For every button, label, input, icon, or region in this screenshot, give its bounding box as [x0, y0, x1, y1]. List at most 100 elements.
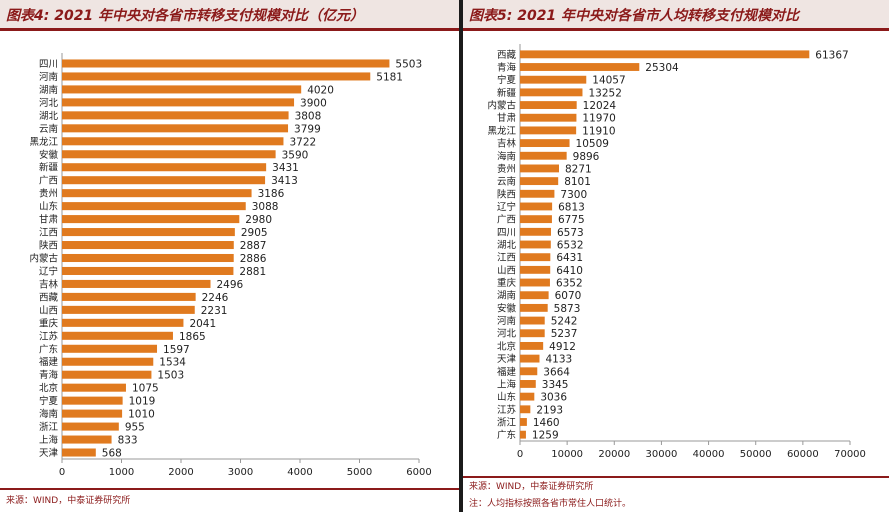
x-tick-label: 40000 — [693, 449, 725, 460]
category-label: 北京 — [497, 340, 516, 352]
data-label: 6352 — [556, 278, 583, 290]
bar — [520, 113, 577, 122]
data-label: 5503 — [395, 58, 422, 70]
data-label: 2905 — [241, 227, 268, 239]
category-label: 宁夏 — [39, 395, 59, 407]
right-chart-title: 图表5: 2021 年中央对各省市人均转移支付规模对比 — [469, 8, 800, 24]
x-tick-label: 30000 — [646, 449, 678, 460]
category-label: 重庆 — [39, 317, 59, 329]
category-label: 山东 — [497, 391, 516, 403]
bar — [520, 50, 810, 59]
data-label: 3799 — [294, 123, 321, 135]
bar — [520, 380, 536, 388]
right-title-bar: 图表5: 2021 年中央对各省市人均转移支付规模对比 — [463, 0, 889, 31]
left-bottom-rule — [0, 488, 459, 490]
bar — [62, 409, 123, 418]
data-label: 1010 — [128, 409, 155, 421]
category-label: 广西 — [39, 175, 58, 187]
data-label: 3808 — [295, 110, 322, 122]
bar — [520, 189, 555, 198]
data-label: 3345 — [542, 379, 569, 391]
bar — [62, 98, 295, 107]
x-tick-label: 6000 — [406, 467, 431, 478]
category-label: 广西 — [497, 214, 516, 226]
bar — [520, 227, 551, 236]
bar — [520, 202, 553, 211]
category-label: 云南 — [39, 123, 58, 135]
category-label: 天津 — [497, 354, 517, 365]
x-tick-label: 70000 — [834, 449, 866, 460]
category-label: 江苏 — [497, 404, 517, 416]
data-label: 5242 — [551, 316, 578, 328]
bar — [62, 111, 289, 120]
bar — [520, 126, 577, 135]
data-label: 3186 — [258, 188, 285, 200]
data-label: 5237 — [551, 328, 578, 340]
data-label: 3664 — [543, 366, 570, 378]
bar — [62, 318, 184, 327]
data-label: 2041 — [189, 318, 216, 330]
data-label: 1259 — [532, 430, 559, 442]
bar — [520, 278, 550, 287]
category-label: 安徽 — [497, 302, 517, 314]
bar — [520, 177, 559, 186]
data-label: 3431 — [272, 162, 299, 174]
left-chart-title: 图表4: 2021 年中央对各省市转移支付规模对比（亿元） — [6, 8, 365, 24]
left-title-bar: 图表4: 2021 年中央对各省市转移支付规模对比（亿元） — [0, 0, 459, 31]
bar — [62, 228, 235, 237]
data-label: 6813 — [558, 201, 585, 213]
data-label: 2193 — [536, 404, 563, 416]
category-label: 河南 — [39, 71, 58, 83]
data-label: 4133 — [545, 354, 572, 366]
bar — [62, 448, 96, 457]
category-label: 山西 — [497, 265, 516, 276]
data-label: 2886 — [240, 253, 267, 265]
category-label: 湖南 — [497, 290, 516, 302]
bar — [520, 101, 577, 109]
category-label: 吉林 — [39, 278, 59, 290]
data-label: 1597 — [163, 344, 190, 356]
data-label: 955 — [125, 422, 145, 434]
category-label: 浙江 — [497, 416, 517, 428]
category-label: 广东 — [497, 429, 516, 441]
data-label: 4912 — [549, 341, 576, 353]
category-label: 甘肃 — [39, 214, 58, 226]
data-label: 6573 — [557, 227, 584, 239]
data-label: 2881 — [239, 266, 266, 278]
data-label: 12024 — [583, 100, 617, 112]
left-source-text: 来源：WIND，中泰证券研究所 — [6, 496, 131, 506]
data-label: 3036 — [540, 392, 567, 404]
category-label: 湖南 — [39, 84, 58, 96]
data-label: 1865 — [179, 331, 206, 343]
data-label: 833 — [118, 435, 138, 447]
data-label: 1503 — [157, 370, 184, 382]
category-label: 上海 — [497, 378, 517, 390]
category-label: 福建 — [39, 356, 59, 368]
category-label: 河北 — [497, 328, 517, 340]
bar — [520, 75, 587, 84]
bar — [520, 329, 545, 338]
bar — [62, 253, 234, 263]
bar — [62, 59, 390, 68]
category-label: 黑龙江 — [29, 136, 58, 148]
data-label: 3413 — [271, 175, 298, 187]
bar — [520, 240, 551, 249]
x-tick-label: 2000 — [168, 467, 193, 478]
category-label: 广东 — [39, 343, 58, 355]
bar — [62, 357, 154, 366]
left-bar-chart: 0 1000 2000 3000 4000 5000 6000 四川 5503 河南 5181 湖南 4… — [29, 53, 432, 478]
right-source-text: 来源：WIND，中泰证券研究所 — [469, 482, 594, 492]
category-label: 甘肃 — [497, 112, 516, 124]
category-label: 四川 — [39, 59, 58, 70]
x-tick-label: 1000 — [109, 467, 134, 478]
bar — [62, 163, 267, 172]
category-label: 江西 — [497, 253, 516, 264]
category-label: 湖北 — [497, 240, 517, 251]
bar — [62, 150, 276, 159]
data-label: 5181 — [376, 71, 403, 83]
category-label: 江苏 — [39, 330, 59, 342]
category-label: 云南 — [497, 176, 516, 188]
bar — [520, 430, 526, 439]
category-label: 黑龙江 — [487, 125, 516, 137]
x-tick-label: 4000 — [287, 467, 312, 478]
